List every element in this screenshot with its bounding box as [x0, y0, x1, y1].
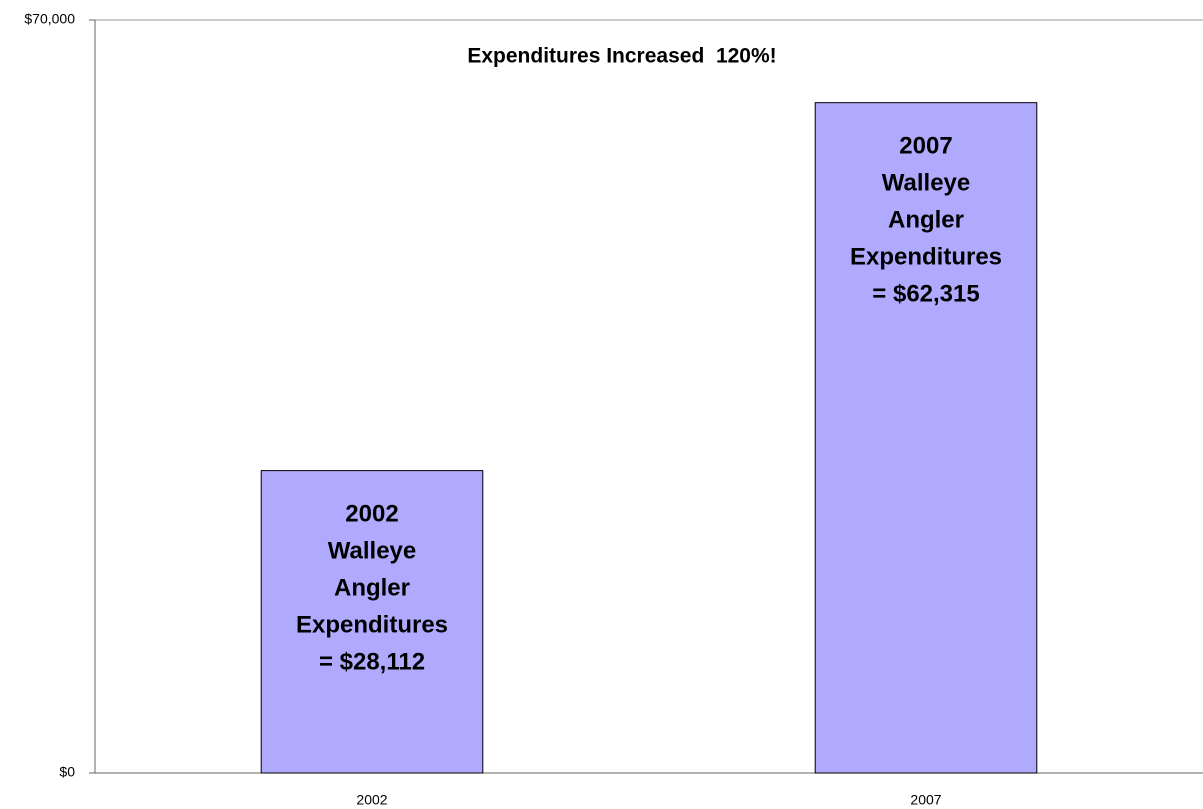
value-label-line: 2007: [899, 133, 952, 160]
bar: [260, 470, 484, 774]
x-tick-label: 2007: [910, 792, 941, 808]
x-tick-label: 2002: [356, 792, 387, 808]
value-label: 2007 Walleye Angler Expenditures = $62,315: [850, 133, 1002, 308]
value-label-line: Expenditures: [850, 244, 1002, 271]
chart-title: Expenditures Increased 120%!: [467, 45, 776, 68]
value-label-line: = $62,315: [872, 281, 979, 308]
value-label-line: Expenditures: [296, 612, 448, 639]
value-label-line: Walleye: [882, 170, 971, 197]
value-label-line: Walleye: [328, 538, 417, 565]
value-label-line: Angler: [888, 207, 964, 234]
value-label: 2002 Walleye Angler Expenditures = $28,112: [296, 501, 448, 676]
y-tick-label: $70,000: [24, 11, 75, 27]
value-label-line: = $28,112: [319, 649, 425, 676]
bar: [814, 102, 1038, 774]
value-label-line: Angler: [334, 575, 410, 602]
value-label-line: 2002: [345, 501, 398, 528]
y-tick-label: $0: [59, 764, 75, 780]
